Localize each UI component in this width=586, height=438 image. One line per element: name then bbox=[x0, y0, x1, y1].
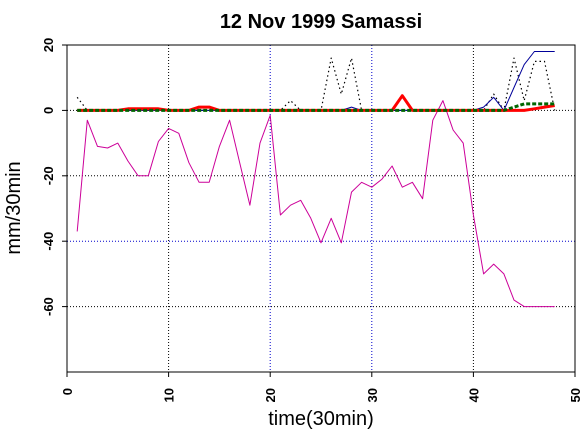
series-line-2 bbox=[76, 57, 556, 112]
x-tick-label: 50 bbox=[568, 388, 583, 402]
y-tick-label: 20 bbox=[41, 38, 56, 52]
series-line-3 bbox=[77, 51, 555, 111]
series-line-1 bbox=[76, 100, 555, 308]
x-tick-label: 20 bbox=[263, 388, 278, 402]
y-tick-label: -40 bbox=[41, 232, 56, 251]
chart-title: 12 Nov 1999 Samassi bbox=[220, 11, 422, 33]
grid-layer bbox=[67, 45, 575, 372]
y-tick-label: -60 bbox=[41, 297, 56, 316]
x-axis-label: time(30min) bbox=[268, 408, 374, 430]
series-layer bbox=[76, 51, 556, 308]
x-tick-label: 30 bbox=[365, 388, 380, 402]
series-line-5 bbox=[77, 102, 555, 112]
x-tick-label: 40 bbox=[466, 388, 481, 402]
x-tick-label: 10 bbox=[162, 388, 177, 402]
x-tick-label: 0 bbox=[60, 388, 75, 395]
plot-frame bbox=[66, 44, 576, 373]
y-tick-label: -20 bbox=[41, 166, 56, 185]
y-axis-label: mm/30min bbox=[3, 161, 25, 254]
y-tick-label: 0 bbox=[41, 107, 56, 114]
series-line-4 bbox=[77, 94, 555, 112]
tick-layer: 0 10 20 30 40 50 20 0 -20 -40 -60 bbox=[41, 38, 583, 403]
